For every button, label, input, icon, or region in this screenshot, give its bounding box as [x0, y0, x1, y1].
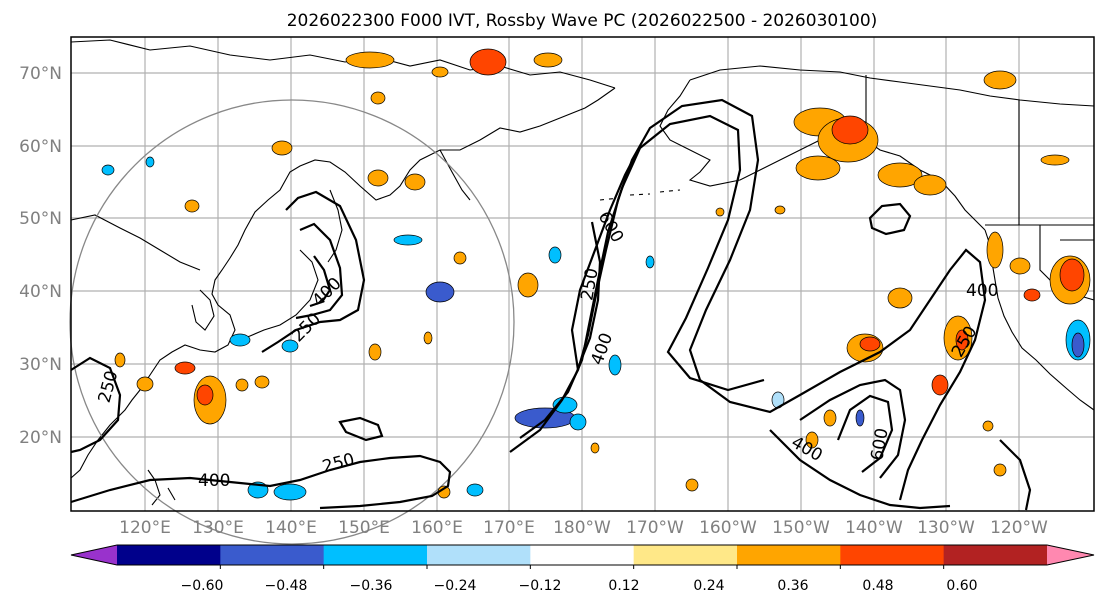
lon-tick-label: 160°E	[411, 518, 463, 538]
colorbar-tick-label: −0.48	[265, 578, 308, 594]
lon-tick-label: 140°W	[845, 518, 903, 538]
lat-tick-label: 20°N	[19, 428, 62, 448]
lat-tick-label: 60°N	[19, 137, 62, 157]
colorbar-segment	[220, 545, 325, 565]
lat-tick-label: 70°N	[19, 64, 62, 84]
colorbar-segment	[323, 545, 428, 565]
wave-region-circle	[69, 99, 515, 545]
lon-tick-label: 130°E	[192, 518, 244, 538]
colorbar-tick-label: 0.24	[693, 578, 724, 594]
colorbar-extend-low	[71, 545, 117, 565]
gridlines	[71, 37, 1094, 511]
ivt-shading	[101, 48, 1091, 501]
contour-label: 400	[966, 281, 998, 301]
colorbar-segment	[737, 545, 841, 565]
colorbar-segment	[427, 545, 531, 565]
lon-tick-label: 180°W	[553, 518, 611, 538]
lon-tick-label: 160°W	[699, 518, 757, 538]
lon-tick-label: 170°E	[483, 518, 535, 538]
colorbar-tick-labels: −0.60 −0.48 −0.36 −0.24 −0.12 0.12 0.24 …	[181, 578, 978, 594]
colorbar-tick-label: 0.60	[946, 578, 977, 594]
lat-tick-label: 40°N	[19, 282, 62, 302]
colorbar-segment	[633, 545, 738, 565]
colorbar-outline	[70, 544, 1095, 566]
colorbar-tick-label: 0.12	[608, 578, 639, 594]
lon-tick-labels: 120°E 130°E 140°E 150°E 160°E 170°E 180°…	[119, 518, 1048, 538]
lon-tick-label: 130°W	[917, 518, 975, 538]
contour-label: 400	[198, 471, 230, 491]
ivt-contours	[70, 98, 1032, 511]
map-border	[70, 36, 1095, 512]
colorbar-tick-label: 0.48	[862, 578, 893, 594]
colorbar-tick-label: −0.12	[519, 578, 562, 594]
colorbar-tick-label: −0.24	[434, 578, 477, 594]
colorbar	[70, 544, 1095, 569]
colorbar-segment	[117, 545, 221, 565]
figure-title: 2026022300 F000 IVT, Rossby Wave PC (202…	[287, 11, 878, 31]
colorbar-segment	[530, 545, 635, 565]
lat-tick-labels: 70°N 60°N 50°N 40°N 30°N 20°N	[19, 64, 62, 448]
colorbar-tick-label: −0.60	[181, 578, 224, 594]
colorbar-tick-label: 0.36	[777, 578, 808, 594]
lon-tick-label: 150°W	[772, 518, 830, 538]
lon-tick-label: 140°E	[265, 518, 317, 538]
lat-tick-label: 50°N	[19, 209, 62, 229]
lon-tick-label: 120°W	[990, 518, 1048, 538]
lon-tick-label: 150°E	[338, 518, 390, 538]
colorbar-segment	[943, 545, 1048, 565]
colorbar-extend-high	[1047, 545, 1094, 565]
lon-tick-label: 170°W	[626, 518, 684, 538]
colorbar-tick-label: −0.36	[350, 578, 393, 594]
lon-tick-label: 120°E	[119, 518, 171, 538]
colorbar-segment	[840, 545, 945, 565]
lat-tick-label: 30°N	[19, 355, 62, 375]
